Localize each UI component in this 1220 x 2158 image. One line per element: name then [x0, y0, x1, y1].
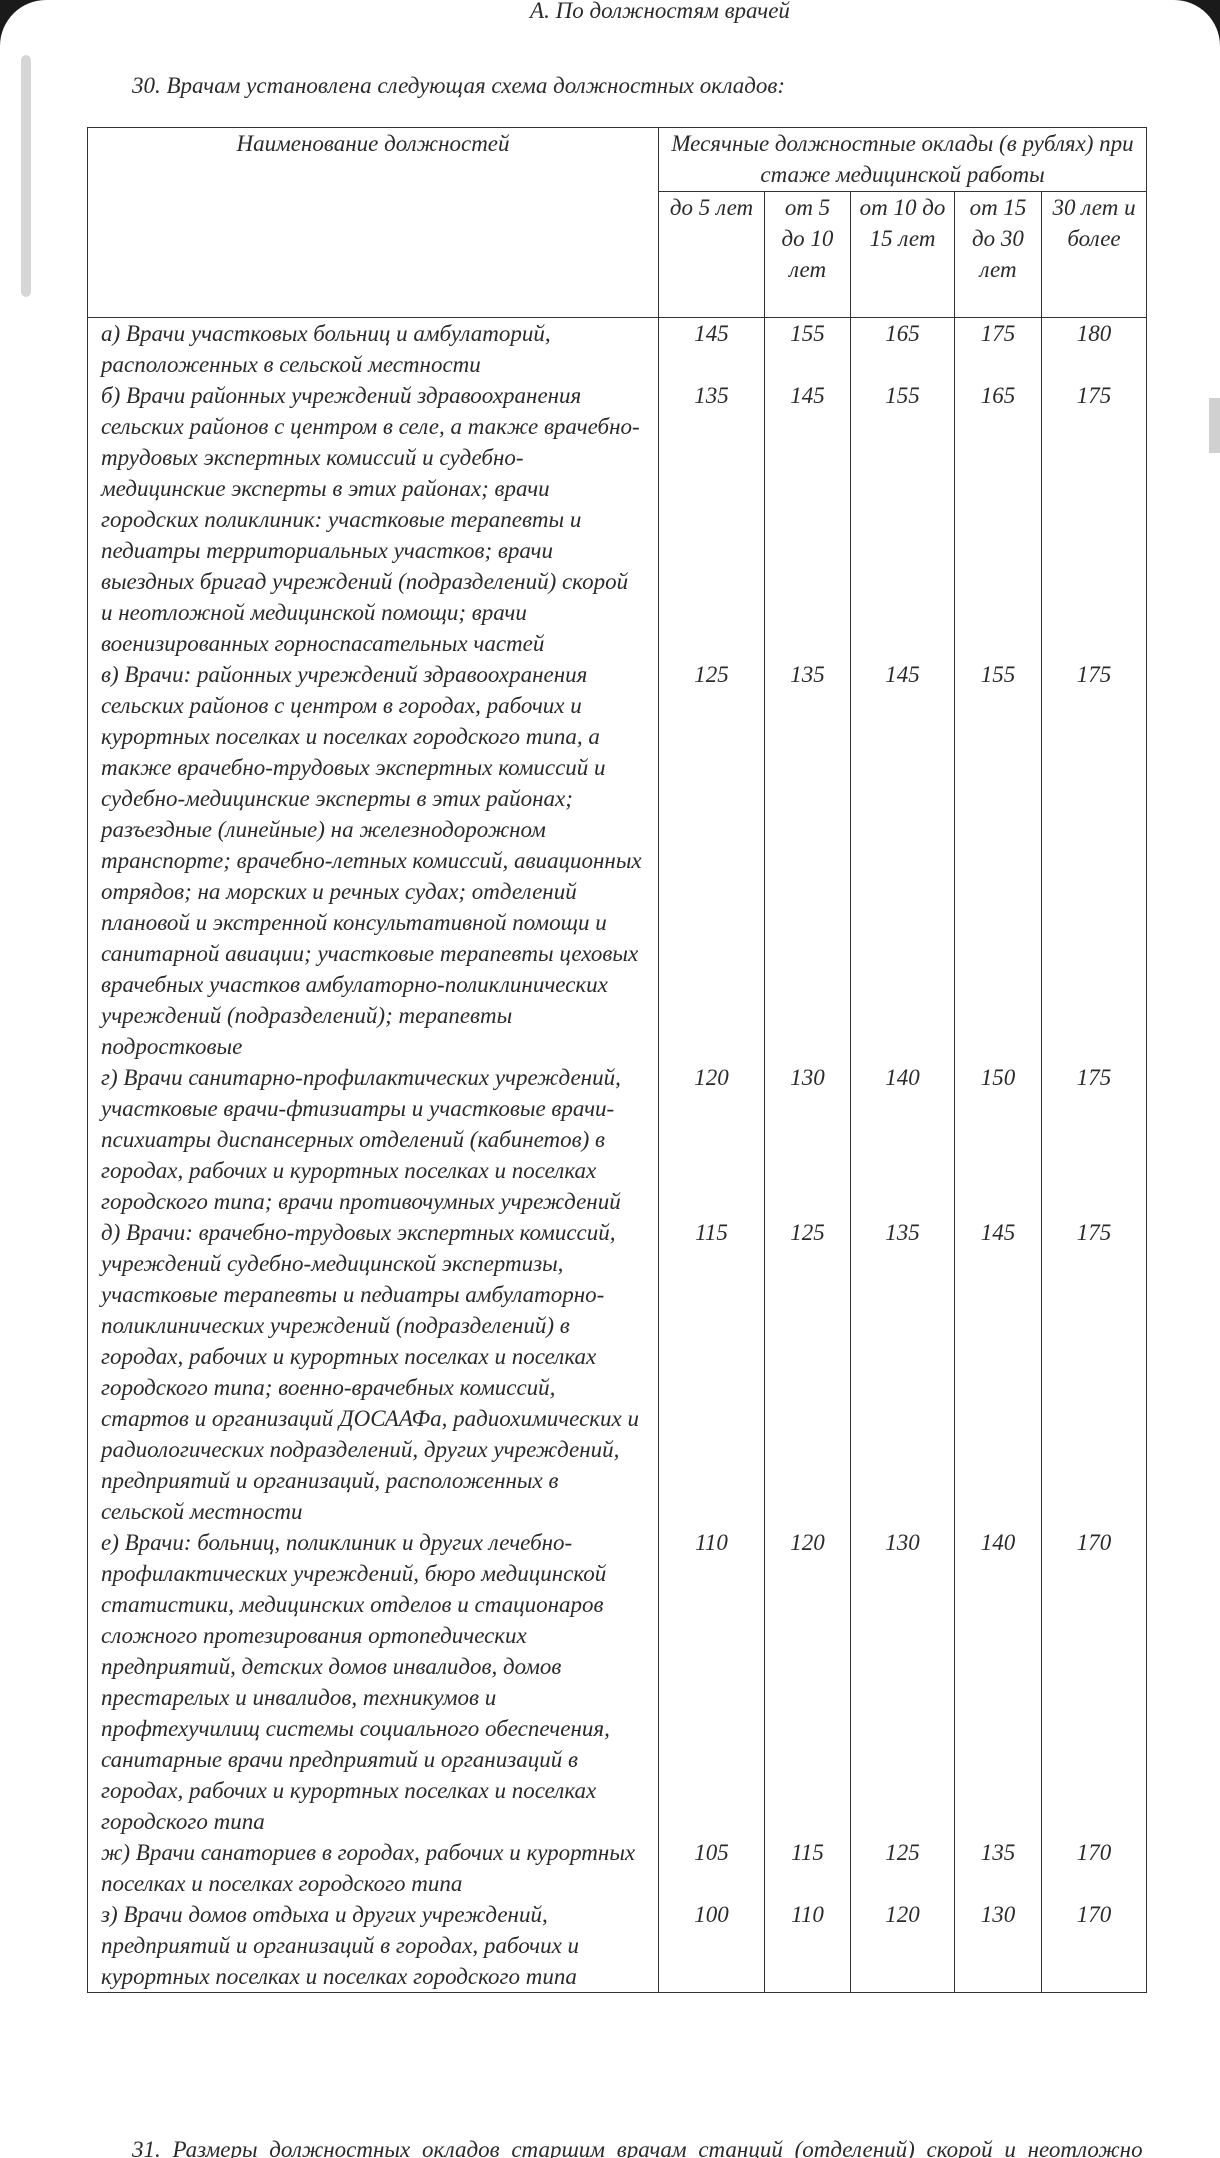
salary-cell: 170 — [1040, 1899, 1148, 1993]
subheader-row: до 5 лет от 5 до 10 лет от 10 до 15 лет от … — [88, 191, 1148, 318]
row-label: в) Врачи: районных учреждений здравоохра… — [87, 659, 659, 1062]
salary-cell: 150 — [954, 1062, 1042, 1217]
salary-cell: 125 — [850, 1837, 955, 1899]
salary-cell: 130 — [764, 1062, 851, 1217]
table-header: Наименование должностей Месячные должнос… — [87, 127, 1148, 318]
salary-cell: 100 — [658, 1899, 765, 1993]
salary-cell: 175 — [1040, 1217, 1148, 1527]
salary-cell: 120 — [850, 1899, 955, 1993]
table-row: а) Врачи участковых больниц и амбулатори… — [87, 317, 1148, 380]
column-header: 30 лет и более — [1040, 191, 1148, 318]
column-header: до 5 лет — [658, 191, 765, 318]
salary-cell: 145 — [850, 659, 955, 1062]
table-row: з) Врачи домов отдыха и других учреждени… — [87, 1899, 1148, 1993]
row-label: б) Врачи районных учреждений здравоохран… — [87, 380, 659, 659]
salary-cell: 135 — [764, 659, 851, 1062]
row-label: а) Врачи участковых больниц и амбулатори… — [87, 317, 659, 380]
salary-cell: 155 — [850, 380, 955, 659]
header-group: Месячные должностные оклады (в рублях) п… — [657, 127, 1148, 192]
salary-cell: 135 — [850, 1217, 955, 1527]
salary-cell: 175 — [1040, 659, 1148, 1062]
salary-cell: 145 — [764, 380, 851, 659]
salary-cell: 180 — [1040, 317, 1148, 380]
table-row: ж) Врачи санаториев в городах, рабочих и… — [87, 1837, 1148, 1899]
salary-cell: 130 — [850, 1527, 955, 1837]
salary-cell: 120 — [658, 1062, 765, 1217]
salary-cell: 125 — [658, 659, 765, 1062]
salary-cell: 120 — [764, 1527, 851, 1837]
salary-cell: 135 — [658, 380, 765, 659]
salary-cell: 115 — [764, 1837, 851, 1899]
section-title: А. По должностям врачей — [530, 0, 790, 23]
table-row: б) Врачи районных учреждений здравоохран… — [87, 380, 1148, 659]
table-row: д) Врачи: врачебно-трудовых экспертных к… — [87, 1217, 1148, 1527]
salary-cell: 130 — [954, 1899, 1042, 1993]
salary-cell: 125 — [764, 1217, 851, 1527]
column-header: от 5 до 10 лет — [764, 191, 851, 318]
table-row: е) Врачи: больниц, поликлиник и других л… — [87, 1527, 1148, 1837]
scrollbar[interactable] — [21, 55, 31, 297]
row-label: з) Врачи домов отдыха и других учреждени… — [87, 1899, 659, 1993]
salary-cell: 145 — [954, 1217, 1042, 1527]
salary-cell: 170 — [1040, 1527, 1148, 1837]
salary-cell: 175 — [1040, 380, 1148, 659]
salary-cell: 110 — [658, 1527, 765, 1837]
salary-cell: 155 — [954, 659, 1042, 1062]
salary-cell: 135 — [954, 1837, 1042, 1899]
salary-table: Наименование должностей Месячные должнос… — [87, 127, 1148, 1993]
header-name: Наименование должностей — [87, 127, 659, 318]
salary-cell: 155 — [764, 317, 851, 380]
salary-cell: 175 — [954, 317, 1042, 380]
salary-cell: 115 — [658, 1217, 765, 1527]
intro-paragraph: 30. Врачам установлена следующая схема д… — [132, 73, 786, 98]
salary-cell: 105 — [658, 1837, 765, 1899]
row-label: ж) Врачи санаториев в городах, рабочих и… — [87, 1837, 659, 1899]
salary-cell: 170 — [1040, 1837, 1148, 1899]
side-handle[interactable] — [1209, 398, 1220, 453]
row-label: е) Врачи: больниц, поликлиник и других л… — [87, 1527, 659, 1837]
salary-cell: 110 — [764, 1899, 851, 1993]
salary-cell: 145 — [658, 317, 765, 380]
table-row: в) Врачи: районных учреждений здравоохра… — [87, 659, 1148, 1062]
salary-cell: 140 — [954, 1527, 1042, 1837]
column-header: от 10 до 15 лет — [850, 191, 955, 318]
next-paragraph: 31. Размеры должностных окладов старшим … — [132, 2137, 1143, 2158]
column-header: от 15 до 30 лет — [954, 191, 1042, 318]
table-row: г) Врачи санитарно-профилактических учре… — [87, 1062, 1148, 1217]
salary-cell: 165 — [850, 317, 955, 380]
salary-cell: 140 — [850, 1062, 955, 1217]
row-label: д) Врачи: врачебно-трудовых экспертных к… — [87, 1217, 659, 1527]
salary-cell: 165 — [954, 380, 1042, 659]
table-body: а) Врачи участковых больниц и амбулатори… — [87, 317, 1148, 1993]
salary-cell: 175 — [1040, 1062, 1148, 1217]
row-label: г) Врачи санитарно-профилактических учре… — [87, 1062, 659, 1217]
